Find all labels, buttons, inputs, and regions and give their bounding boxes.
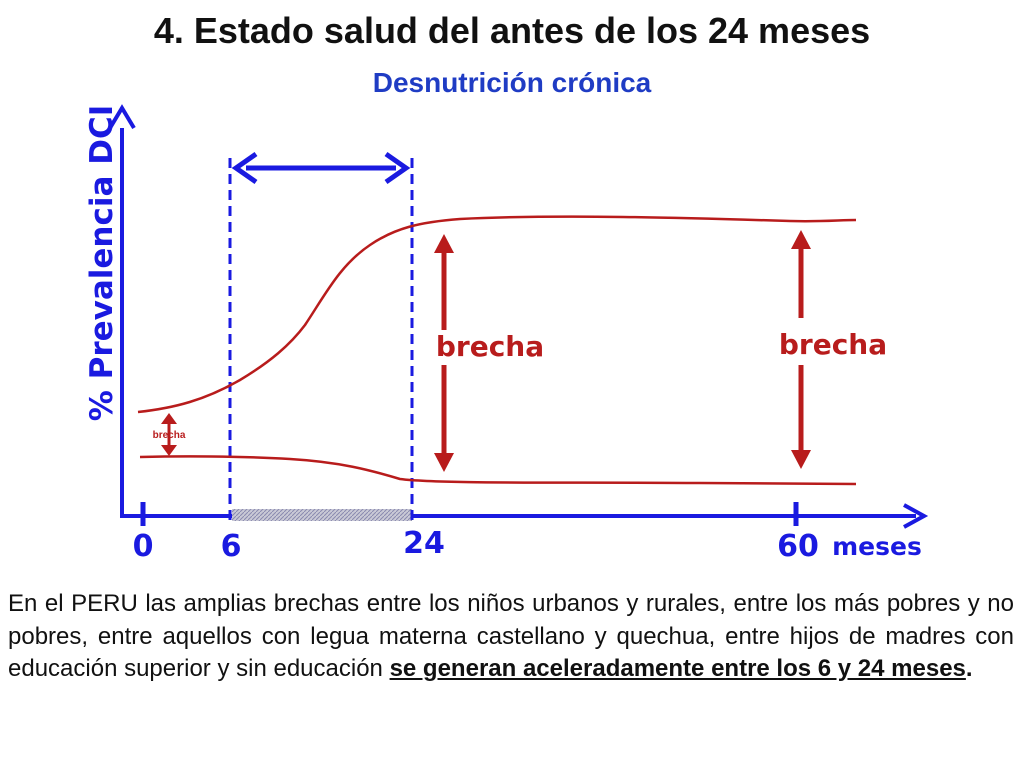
upper-prevalence-curve: [137, 215, 857, 414]
lower-prevalence-curve: [139, 455, 857, 486]
x-tick-label-24: 24: [403, 526, 445, 561]
explanatory-paragraph: En el PERU las amplias brechas entre los…: [8, 588, 1014, 686]
right-gap-arrow: [791, 230, 811, 469]
paragraph-emphasis: se generan aceleradamente entre los 6 y …: [389, 655, 966, 682]
x-tick-label-6: 6: [221, 529, 242, 564]
middle-gap-label: brecha: [436, 330, 544, 363]
window-6-24-arrow: [231, 151, 411, 185]
middle-gap-arrow: [434, 234, 454, 472]
paragraph-end: .: [965, 655, 973, 682]
x-tick-label-60: 60: [777, 529, 819, 564]
x-tick-label-0: 0: [133, 529, 154, 564]
slide-subtitle: Desnutrición crónica: [372, 67, 652, 98]
y-axis: [108, 104, 136, 518]
x-axis-unit-label: meses: [832, 532, 922, 561]
y-axis-label: % Prevalencia DCI: [84, 105, 120, 421]
prevalence-gap-diagram: brecha brecha brecha % Prevalencia DCI 0…: [84, 104, 929, 564]
small-gap-arrow: [161, 413, 177, 456]
paragraph-main-text: En el PERU las amplias brechas entre los…: [8, 590, 1014, 682]
right-gap-label: brecha: [779, 328, 887, 361]
critical-window-band: [232, 509, 412, 521]
slide-title: 4. Estado salud del antes de los 24 mese…: [153, 10, 871, 51]
small-gap-label: brecha: [153, 430, 186, 441]
